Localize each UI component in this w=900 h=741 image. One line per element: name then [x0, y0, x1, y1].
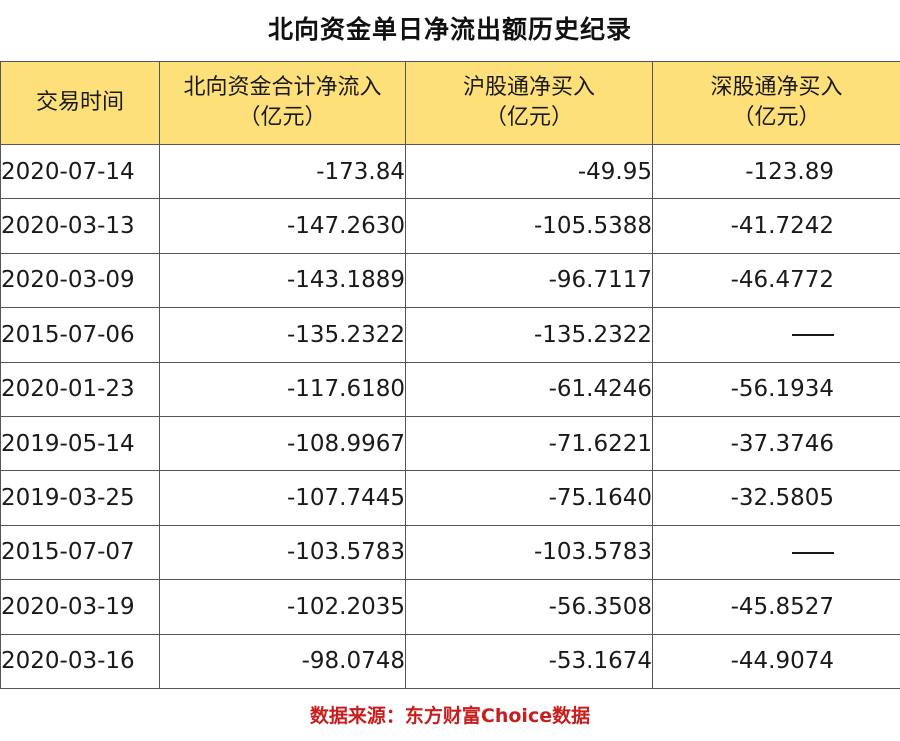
table-row: 2020-03-16 -98.0748 -53.1674 -44.9074	[0, 633, 900, 689]
header-northbound-total: 北向资金合计净流入 （亿元）	[159, 61, 406, 145]
cell-shenzhen-connect: -56.1934	[652, 361, 900, 417]
table-header-row: 交易时间 北向资金合计净流入 （亿元） 沪股通净买入 （亿元） 深股通净买入 （…	[0, 61, 900, 145]
table-row: 2020-03-09 -143.1889 -96.7117 -46.4772	[0, 252, 900, 309]
cell-shenzhen-connect: -32.5805	[652, 470, 900, 526]
cell-shanghai-connect: -49.95	[405, 143, 653, 200]
table-body: 2020-07-14 -173.84 -49.95 -123.89 2020-03-13…	[0, 143, 900, 689]
cell-shanghai-connect: -71.6221	[405, 415, 653, 472]
header-northbound-total-unit: （亿元）	[238, 105, 327, 130]
cell-shanghai-connect: -103.5783	[405, 524, 653, 581]
cell-shenzhen-connect: -45.8527	[652, 579, 900, 635]
cell-trade-date: 2015-07-07	[0, 524, 160, 581]
cell-trade-date: 2019-05-14	[0, 415, 160, 472]
cell-northbound-total: -103.5783	[159, 524, 406, 581]
header-northbound-total-label: 北向资金合计净流入	[183, 75, 382, 100]
table-row: 2020-03-13 -147.2630 -105.5388 -41.7242	[0, 198, 900, 254]
cell-shanghai-connect: -96.7117	[405, 252, 653, 309]
cell-trade-date: 2020-03-16	[0, 633, 160, 689]
cell-northbound-total: -108.9967	[159, 415, 406, 472]
cell-northbound-total: -135.2322	[159, 307, 406, 363]
table-row: 2015-07-06 -135.2322 -135.2322	[0, 307, 900, 363]
table-row: 2019-05-14 -108.9967 -71.6221 -37.3746	[0, 415, 900, 472]
no-data-dash	[792, 551, 834, 554]
cell-northbound-total: -147.2630	[159, 198, 406, 254]
cell-shanghai-connect: -56.3508	[405, 579, 653, 635]
header-trade-date-label: 交易时间	[35, 90, 124, 115]
table-row: 2020-07-14 -173.84 -49.95 -123.89	[0, 143, 900, 200]
cell-trade-date: 2020-01-23	[0, 361, 160, 417]
no-data-dash	[792, 334, 834, 337]
cell-trade-date: 2015-07-06	[0, 307, 160, 363]
cell-northbound-total: -173.84	[159, 143, 406, 200]
cell-shanghai-connect: -75.1640	[405, 470, 653, 526]
cell-trade-date: 2019-03-25	[0, 470, 160, 526]
cell-shenzhen-connect: -44.9074	[652, 633, 900, 689]
header-shenzhen-connect: 深股通净买入 （亿元）	[652, 61, 900, 145]
table-row: 2020-03-19 -102.2035 -56.3508 -45.8527	[0, 579, 900, 635]
table-row: 2015-07-07 -103.5783 -103.5783	[0, 524, 900, 581]
header-shenzhen-connect-label: 深股通净买入	[710, 75, 843, 100]
cell-northbound-total: -102.2035	[159, 579, 406, 635]
cell-trade-date: 2020-07-14	[0, 143, 160, 200]
cell-shenzhen-connect: -41.7242	[652, 198, 900, 254]
page-title: 北向资金单日净流出额历史纪录	[267, 15, 632, 44]
cell-northbound-total: -117.6180	[159, 361, 406, 417]
cell-shenzhen-connect	[652, 524, 900, 581]
cell-shenzhen-connect: -123.89	[652, 143, 900, 200]
cell-shanghai-connect: -53.1674	[405, 633, 653, 689]
cell-shanghai-connect: -135.2322	[405, 307, 653, 363]
cell-shanghai-connect: -105.5388	[405, 198, 653, 254]
cell-shenzhen-connect	[652, 307, 900, 363]
cell-northbound-total: -98.0748	[159, 633, 406, 689]
cell-shenzhen-connect: -46.4772	[652, 252, 900, 309]
cell-shenzhen-connect: -37.3746	[652, 415, 900, 472]
cell-northbound-total: -143.1889	[159, 252, 406, 309]
cell-northbound-total: -107.7445	[159, 470, 406, 526]
table-row: 2020-01-23 -117.6180 -61.4246 -56.1934	[0, 361, 900, 417]
cell-trade-date: 2020-03-09	[0, 252, 160, 309]
cell-trade-date: 2020-03-13	[0, 198, 160, 254]
cell-shanghai-connect: -61.4246	[405, 361, 653, 417]
data-source-note: 数据来源：东方财富Choice数据	[309, 705, 591, 727]
header-shanghai-connect: 沪股通净买入 （亿元）	[405, 61, 653, 145]
header-shanghai-connect-unit: （亿元）	[484, 105, 573, 130]
header-shenzhen-connect-unit: （亿元）	[732, 105, 821, 130]
header-shanghai-connect-label: 沪股通净买入	[462, 75, 595, 100]
cell-trade-date: 2020-03-19	[0, 579, 160, 635]
table-row: 2019-03-25 -107.7445 -75.1640 -32.5805	[0, 470, 900, 526]
outflow-record-table: 交易时间 北向资金合计净流入 （亿元） 沪股通净买入 （亿元） 深股通净买入 （…	[0, 61, 900, 689]
header-trade-date: 交易时间	[0, 61, 160, 145]
